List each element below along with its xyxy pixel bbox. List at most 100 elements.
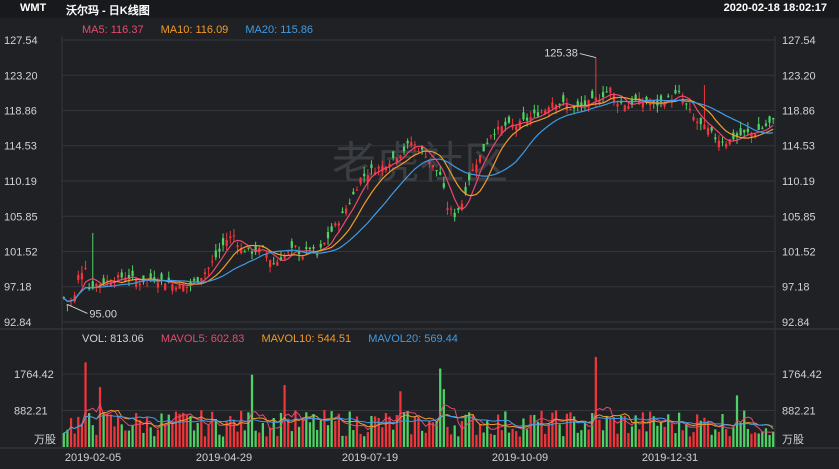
candle-body (301, 257, 304, 260)
candle-body (410, 142, 413, 146)
timestamp: 2020-02-18 18:02:17 (723, 2, 827, 14)
volume-bar (576, 432, 579, 447)
volume-bar (156, 429, 160, 447)
price-tick-label: 127.54 (782, 35, 816, 47)
volume-tick-label: 882.21 (782, 406, 816, 418)
candle-body (562, 95, 565, 102)
volume-bar (460, 421, 464, 447)
volume-bar (431, 422, 435, 447)
volume-bar (453, 425, 456, 447)
candle-body (576, 101, 579, 107)
candle-body (355, 189, 359, 191)
volume-bar (717, 431, 721, 447)
candle-body (558, 103, 561, 105)
volume-bar (337, 413, 340, 447)
volume-bar (757, 433, 760, 447)
candle-body (529, 117, 532, 121)
volume-bar (200, 410, 203, 447)
volume-bar (366, 432, 369, 447)
volume-bar (171, 421, 174, 447)
volume-bar (91, 425, 94, 447)
volume-bar (272, 417, 275, 447)
candle-body (363, 173, 366, 177)
candle-body (641, 101, 645, 108)
volume-bar (88, 413, 91, 447)
volume-bar (388, 416, 391, 447)
volume-bar (703, 417, 706, 447)
volume-bar (135, 413, 138, 447)
volume-unit-label: 万股 (34, 433, 56, 446)
candle-body (334, 223, 337, 226)
volume-bar (402, 411, 406, 447)
volume-bar (167, 414, 170, 447)
volume-bar (265, 436, 268, 447)
ma10-line (63, 96, 774, 303)
volume-bar (667, 414, 670, 447)
candle-body (138, 283, 141, 286)
price-tick-label: 110.19 (782, 176, 815, 188)
volume-bar (446, 426, 449, 447)
watermark: 老虎社区 (332, 138, 508, 189)
volume-bar (410, 434, 413, 447)
ma20-legend: MA20: 115.86 (245, 24, 314, 36)
candle-body (326, 232, 330, 239)
price-tick-label: 97.18 (782, 282, 810, 294)
volume-bar (435, 421, 438, 447)
candle-body (406, 140, 409, 144)
volume-bar (98, 387, 102, 447)
candle-body (431, 164, 435, 168)
candle-body (243, 251, 246, 253)
candle-body (743, 129, 746, 133)
volume-bar (178, 413, 181, 447)
volume-bar (598, 419, 601, 447)
volume-bar (468, 412, 471, 447)
candle-body (341, 211, 344, 214)
price-axis: 127.54 123.20 118.86 114.53 110.19 105.85 101.… (4, 35, 38, 329)
volume-bar (634, 415, 637, 447)
volume-bar (620, 415, 623, 447)
volume-bar (211, 411, 214, 447)
volume-bar (728, 436, 731, 447)
volume-bar (580, 430, 583, 447)
candle-body (276, 261, 279, 266)
volume-bar (254, 430, 257, 447)
grid (0, 36, 839, 449)
max-price-label: 125.38 (544, 48, 578, 60)
volume-bar (348, 411, 351, 447)
volume-bar (739, 422, 742, 447)
volume-bar (746, 429, 749, 447)
candle-body (135, 279, 138, 287)
volume-bar (120, 424, 123, 447)
price-tick-label: 92.84 (4, 317, 32, 329)
candle-body (468, 173, 471, 181)
volume-bar (601, 430, 605, 447)
candle-body (580, 102, 583, 107)
candle-body (319, 243, 322, 248)
volume-bar (710, 434, 713, 447)
candle-body (757, 123, 760, 130)
candle-body (207, 267, 210, 269)
volume-bar (500, 430, 503, 447)
volume-bar (696, 414, 699, 447)
volume-bar (685, 423, 688, 447)
candle-body (717, 140, 721, 148)
volume-legend: VOL: 813.06 MAVOL5: 602.83 MAVOL10: 544.… (82, 333, 472, 345)
candle-body (399, 155, 402, 158)
moving-average-lines (63, 93, 774, 303)
candle-body (352, 191, 355, 195)
candle-body (381, 165, 384, 171)
mavol5-line (63, 403, 774, 434)
candle-body (591, 91, 594, 99)
max-price-pointer (579, 53, 596, 59)
candle-body (569, 109, 572, 111)
volume-bar (511, 428, 514, 447)
volume-bar (486, 420, 489, 447)
candle-body (95, 283, 98, 287)
volume-bar (243, 430, 246, 447)
candle-body (478, 155, 482, 163)
candle-body (149, 273, 152, 279)
volume-bar (102, 411, 105, 447)
price-tick-label: 101.52 (782, 246, 816, 258)
volume-tick-label: 1764.42 (14, 369, 54, 381)
